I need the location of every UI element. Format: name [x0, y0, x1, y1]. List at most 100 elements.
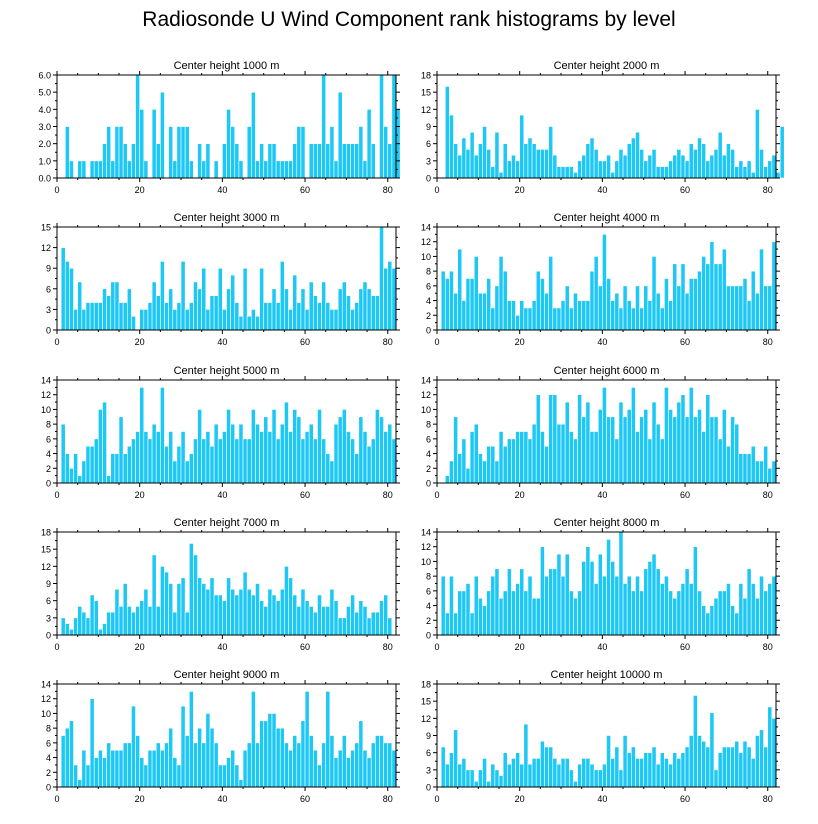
histogram-bar — [573, 597, 578, 636]
histogram-bar — [540, 431, 545, 484]
histogram-bar — [767, 160, 773, 179]
histogram-bar — [271, 409, 277, 484]
histogram-bar — [230, 749, 236, 788]
y-tick-label: 0 — [426, 326, 431, 336]
histogram-bar — [585, 401, 591, 484]
histogram-bar — [709, 241, 715, 331]
histogram-bar — [77, 779, 83, 788]
histogram-bar — [581, 154, 587, 179]
histogram-bar — [726, 285, 731, 331]
histogram-bar — [93, 757, 99, 788]
histogram-bar — [337, 91, 343, 179]
histogram-bar — [511, 590, 516, 636]
histogram-bar — [201, 438, 207, 484]
x-tick-label: 0 — [434, 490, 439, 500]
histogram-bar — [664, 575, 669, 636]
histogram-bar — [329, 735, 335, 788]
histogram-bar — [630, 137, 636, 179]
histogram-bar — [535, 597, 541, 636]
histogram-bar — [730, 605, 735, 636]
histogram-bar — [515, 160, 520, 179]
histogram-bar — [321, 606, 327, 636]
x-tick-label: 20 — [515, 642, 525, 652]
histogram-bar — [122, 453, 128, 484]
histogram-bar — [469, 612, 475, 636]
x-tick-label: 80 — [763, 794, 773, 804]
histogram-bar — [329, 588, 335, 636]
histogram-bar — [271, 594, 277, 636]
histogram-bar — [366, 445, 372, 484]
histogram-bar — [750, 758, 756, 788]
histogram-bar — [614, 575, 620, 636]
histogram-bar — [730, 746, 735, 788]
x-tick-label: 40 — [597, 337, 607, 347]
histogram-bar — [329, 460, 335, 484]
histogram-bar — [610, 300, 616, 331]
histogram-bar — [568, 590, 574, 636]
histogram-bar — [643, 568, 649, 636]
histogram-bar — [519, 568, 525, 636]
y-tick-label: 12 — [421, 542, 431, 552]
x-tick-label: 40 — [217, 794, 227, 804]
histogram-bar — [527, 438, 533, 484]
histogram-bar — [502, 752, 508, 788]
histogram-bar — [767, 467, 773, 484]
histogram-bar — [85, 617, 91, 636]
x-tick-label: 40 — [217, 337, 227, 347]
histogram-bar — [197, 409, 202, 484]
histogram-bar — [639, 590, 645, 636]
histogram-bar — [279, 588, 285, 636]
y-tick-label: 12 — [41, 390, 51, 400]
histogram-bar — [535, 270, 541, 331]
histogram-bar — [643, 285, 649, 331]
histogram-bar — [292, 143, 298, 179]
histogram-bar — [383, 742, 389, 788]
histogram-bar — [131, 705, 136, 788]
histogram-bar — [106, 742, 112, 788]
histogram-bar — [114, 281, 120, 331]
histogram-bar — [317, 764, 322, 788]
histogram-bar — [126, 742, 132, 788]
histogram-bar — [676, 149, 682, 179]
histogram-bar — [453, 729, 458, 788]
histogram-bar — [581, 758, 587, 788]
x-tick-label: 80 — [383, 337, 393, 347]
x-tick-label: 80 — [763, 490, 773, 500]
histogram-bar — [164, 302, 169, 331]
x-tick-label: 60 — [680, 185, 690, 195]
histogram-bar — [251, 691, 256, 788]
histogram-bar — [387, 143, 393, 179]
histogram-bar — [548, 126, 554, 179]
histogram-bar — [606, 278, 611, 331]
histogram-bar — [573, 438, 578, 484]
histogram-bar — [296, 742, 302, 788]
histogram-bar — [275, 160, 281, 179]
histogram-bar — [515, 752, 520, 788]
histogram-bar — [734, 423, 740, 484]
histogram-bar — [155, 295, 161, 331]
histogram-bar — [317, 143, 322, 179]
histogram-bar — [453, 612, 458, 636]
histogram-bar — [346, 757, 351, 788]
histogram-bar — [552, 758, 558, 788]
histogram-bar — [709, 605, 715, 636]
panel-title: Center height 4000 m — [554, 212, 660, 224]
histogram-bar — [531, 758, 537, 788]
histogram-bar — [139, 109, 145, 179]
histogram-bar — [151, 749, 157, 788]
histogram-bar — [610, 416, 616, 484]
histogram-bar — [577, 160, 582, 179]
x-tick-label: 20 — [515, 337, 525, 347]
histogram-bar — [721, 154, 727, 179]
histogram-bar — [160, 749, 165, 788]
histogram-bar — [709, 712, 715, 788]
y-tick-label: 9 — [46, 264, 51, 274]
histogram-bar — [358, 288, 364, 331]
histogram-bar — [697, 735, 702, 788]
histogram-bar — [93, 438, 99, 484]
histogram-bar — [391, 749, 397, 788]
histogram-bar — [593, 583, 599, 636]
histogram-bar — [259, 720, 265, 788]
histogram-bar — [568, 431, 574, 484]
y-tick-label: 12 — [421, 390, 431, 400]
